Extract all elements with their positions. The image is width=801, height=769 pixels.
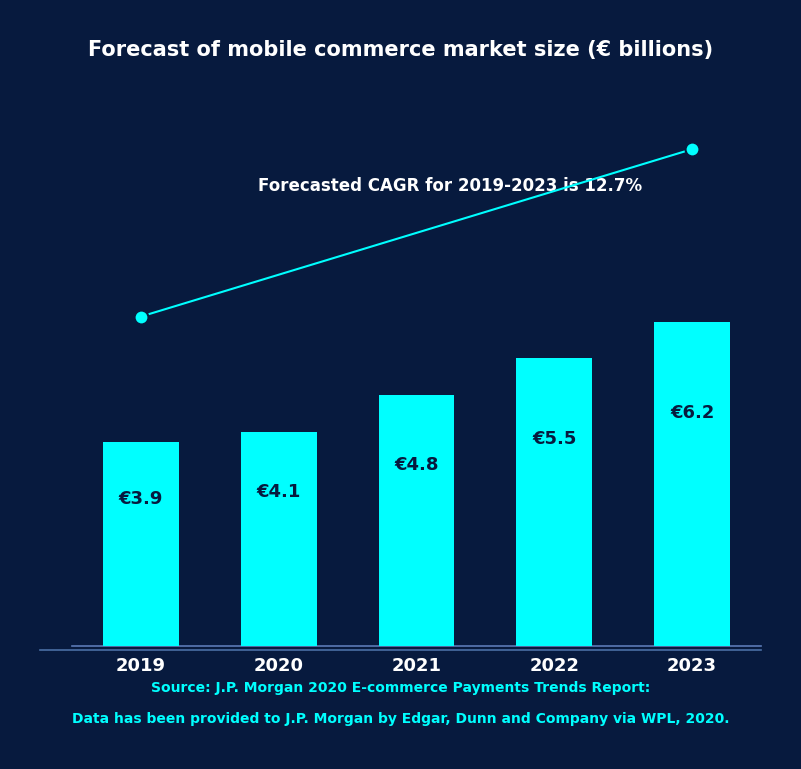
Bar bbox=[517, 358, 592, 646]
Point bbox=[135, 311, 147, 323]
Text: €6.2: €6.2 bbox=[670, 404, 714, 421]
Text: Data has been provided to J.P. Morgan by Edgar, Dunn and Company via WPL, 2020.: Data has been provided to J.P. Morgan by… bbox=[72, 712, 729, 726]
Text: €5.5: €5.5 bbox=[532, 430, 577, 448]
Text: €4.1: €4.1 bbox=[256, 483, 301, 501]
Bar bbox=[379, 395, 454, 646]
Bar bbox=[241, 431, 316, 646]
Text: €3.9: €3.9 bbox=[119, 490, 163, 508]
Text: €4.8: €4.8 bbox=[394, 456, 439, 474]
Point bbox=[686, 143, 698, 155]
Bar bbox=[103, 442, 179, 646]
Text: Forecast of mobile commerce market size (€ billions): Forecast of mobile commerce market size … bbox=[88, 40, 713, 60]
Text: Source: J.P. Morgan 2020 E-commerce Payments Trends Report:: Source: J.P. Morgan 2020 E-commerce Paym… bbox=[151, 681, 650, 695]
Text: Forecasted CAGR for 2019-2023 is 12.7%: Forecasted CAGR for 2019-2023 is 12.7% bbox=[258, 177, 642, 195]
Bar bbox=[654, 321, 730, 646]
